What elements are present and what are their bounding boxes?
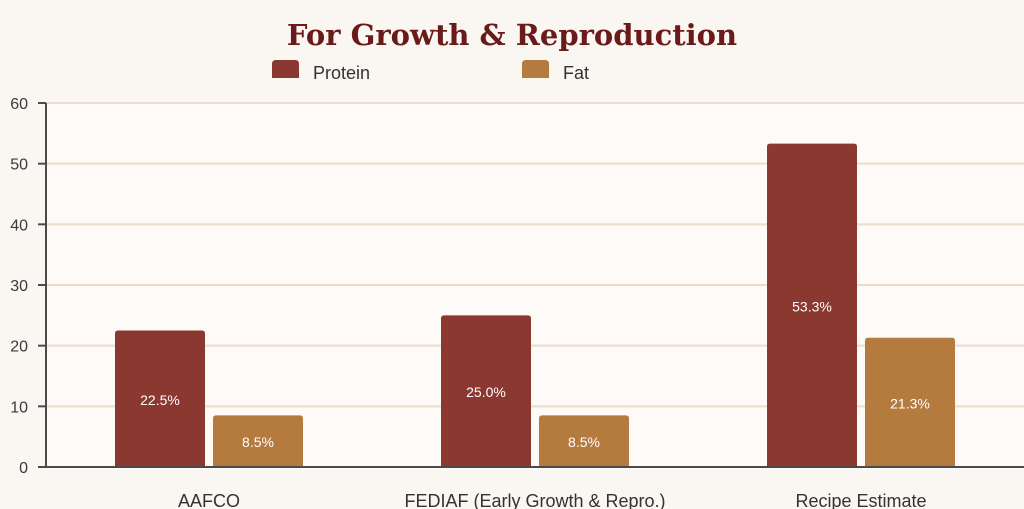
x-tick-label: Recipe Estimate bbox=[795, 491, 926, 509]
x-tick-label: AAFCO bbox=[178, 491, 240, 509]
bar-data-label: 22.5% bbox=[140, 392, 180, 408]
bar-fat-2 bbox=[865, 337, 955, 467]
bar-data-label: 8.5% bbox=[242, 434, 274, 450]
bar-fat-1 bbox=[539, 415, 629, 467]
y-tick-label: 40 bbox=[10, 217, 28, 234]
chart-title: For Growth & Reproduction bbox=[287, 18, 737, 52]
y-tick-label: 0 bbox=[19, 460, 28, 477]
y-tick-label: 20 bbox=[10, 339, 28, 356]
y-tick-label: 30 bbox=[10, 278, 28, 295]
legend-swatch-fat bbox=[522, 60, 549, 78]
bar-fat-0 bbox=[213, 415, 303, 467]
y-tick-label: 60 bbox=[10, 96, 28, 113]
bar-data-label: 21.3% bbox=[890, 395, 930, 411]
bar-data-label: 25.0% bbox=[466, 384, 506, 400]
bar-protein-2 bbox=[767, 143, 857, 467]
bar-data-label: 8.5% bbox=[568, 434, 600, 450]
bar-protein-1 bbox=[441, 315, 531, 467]
y-tick-label: 10 bbox=[10, 399, 28, 416]
bar-data-label: 53.3% bbox=[792, 298, 832, 314]
legend-label: Protein bbox=[313, 63, 370, 83]
x-tick-label: FEDIAF (Early Growth & Repro.) bbox=[404, 491, 665, 509]
legend-swatch-protein bbox=[272, 60, 299, 78]
legend-label: Fat bbox=[563, 63, 589, 83]
bar-protein-0 bbox=[115, 330, 205, 467]
y-tick-label: 50 bbox=[10, 157, 28, 174]
